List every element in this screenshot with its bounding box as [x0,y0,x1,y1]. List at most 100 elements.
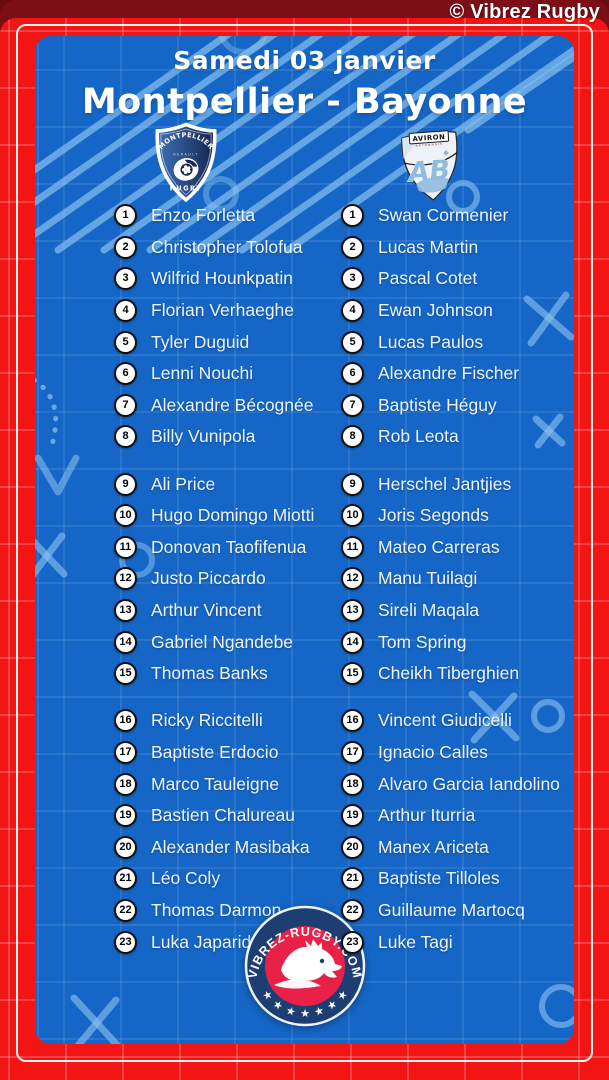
player-number-badge: 11 [114,535,137,559]
player-row: 20 Manex Ariceta [341,831,581,863]
player-name: Justo Piccardo [151,568,266,589]
player-number-badge: 13 [341,599,364,623]
player-row: 19 Bastien Chalureau [114,800,354,832]
player-name: Alexander Masibaka [151,836,310,857]
player-number-badge: 14 [341,630,364,654]
player-row: 19 Arthur Iturria [341,800,581,832]
player-row: 15 Thomas Banks [114,658,354,690]
player-row: 8 Billy Vunipola [114,421,354,453]
player-row: 8 Rob Leota [341,421,581,453]
player-row: 16 Vincent Giudicelli [341,705,581,737]
player-number-badge: 21 [341,867,364,891]
player-row: 14 Gabriel Ngandebe [114,626,354,658]
player-row: 16 Ricky Riccitelli [114,705,354,737]
player-name: Manu Tuilagi [378,568,478,589]
player-number: 14 [119,635,132,648]
player-number-badge: 15 [341,662,364,686]
player-name: Joris Segonds [378,505,489,526]
player-number: 11 [346,540,359,553]
player-name: Baptiste Tilloles [378,868,500,889]
player-number-badge: 14 [114,630,137,654]
player-number: 4 [349,304,356,317]
player-number: 21 [346,872,359,885]
home-team-list: 1 Enzo Forletta 2 Christopher Tolofua 3 … [114,200,354,958]
player-number: 2 [349,240,356,253]
player-number-badge: 12 [341,567,364,591]
player-number-badge: 5 [114,330,137,354]
player-number: 1 [122,209,129,222]
player-number-badge: 19 [341,804,364,828]
player-row: 4 Florian Verhaeghe [114,295,354,327]
player-name: Cheikh Tiberghien [378,663,520,684]
player-row: 13 Sireli Maqala [341,595,581,627]
player-number: 9 [122,477,129,490]
player-number-badge: 6 [114,362,137,386]
player-number-badge: 23 [114,930,137,954]
player-name: Lucas Martin [378,236,479,257]
player-number-badge: 2 [114,235,137,259]
player-row: 13 Arthur Vincent [114,595,354,627]
player-number: 17 [346,745,359,758]
player-row: 1 Enzo Forletta [114,200,354,232]
player-row: 12 Manu Tuilagi [341,563,581,595]
player-number-badge: 1 [114,204,137,228]
player-name: Tom Spring [378,631,467,652]
player-row: 1 Swan Cormenier [341,200,581,232]
player-number: 13 [346,604,359,617]
player-number-badge: 9 [114,472,137,496]
player-row: 18 Marco Tauleigne [114,768,354,800]
player-row: 17 Ignacio Calles [341,737,581,769]
player-number: 16 [346,714,359,727]
player-row: 11 Mateo Carreras [341,532,581,564]
player-number-badge: 9 [341,472,364,496]
player-number-badge: 18 [341,772,364,796]
player-number: 11 [119,540,132,553]
player-number: 5 [349,335,356,348]
player-name: Alexandre Fischer [378,363,520,384]
player-number-badge: 11 [341,535,364,559]
player-name: Lenni Nouchi [151,363,254,384]
player-row: 12 Justo Piccardo [114,563,354,595]
player-number-badge: 4 [341,299,364,323]
player-number-badge: 3 [114,267,137,291]
player-number-badge: 18 [114,772,137,796]
player-number-badge: 15 [114,662,137,686]
player-number: 10 [119,509,132,522]
player-number-badge: 16 [114,709,137,733]
player-number: 18 [119,777,132,790]
player-row: 2 Lucas Martin [341,232,581,264]
player-name: Billy Vunipola [151,426,256,447]
player-number: 20 [346,840,359,853]
player-name: Thomas Darmon [151,899,282,920]
player-name: Arthur Vincent [151,600,262,621]
player-number-badge: 1 [341,204,364,228]
player-number-badge: 20 [341,835,364,859]
player-number: 3 [122,272,129,285]
player-name: Ewan Johnson [378,300,493,321]
player-name: Swan Cormenier [378,205,509,226]
player-number-badge: 21 [114,867,137,891]
player-number-badge: 4 [114,299,137,323]
player-row: 17 Baptiste Erdocio [114,737,354,769]
copyright-text: © Vibrez Rugby [449,1,600,23]
player-name: Sireli Maqala [378,600,480,621]
player-number: 20 [119,840,132,853]
player-row: 15 Cheikh Tiberghien [341,658,581,690]
player-name: Tyler Duguid [151,331,250,352]
player-number: 19 [346,809,359,822]
player-number-badge: 8 [341,425,364,449]
player-number: 3 [349,272,356,285]
player-number-badge: 23 [341,930,364,954]
player-name: Mateo Carreras [378,536,500,557]
player-number: 1 [349,209,356,222]
player-number: 2 [122,240,129,253]
player-row: 14 Tom Spring [341,626,581,658]
player-number-badge: 3 [341,267,364,291]
player-number: 7 [122,398,129,411]
player-row: 3 Pascal Cotet [341,263,581,295]
player-name: Léo Coly [151,868,221,889]
player-number: 7 [349,398,356,411]
player-number: 12 [119,572,132,585]
player-row: 21 Baptiste Tilloles [341,863,581,895]
player-number-badge: 17 [341,740,364,764]
